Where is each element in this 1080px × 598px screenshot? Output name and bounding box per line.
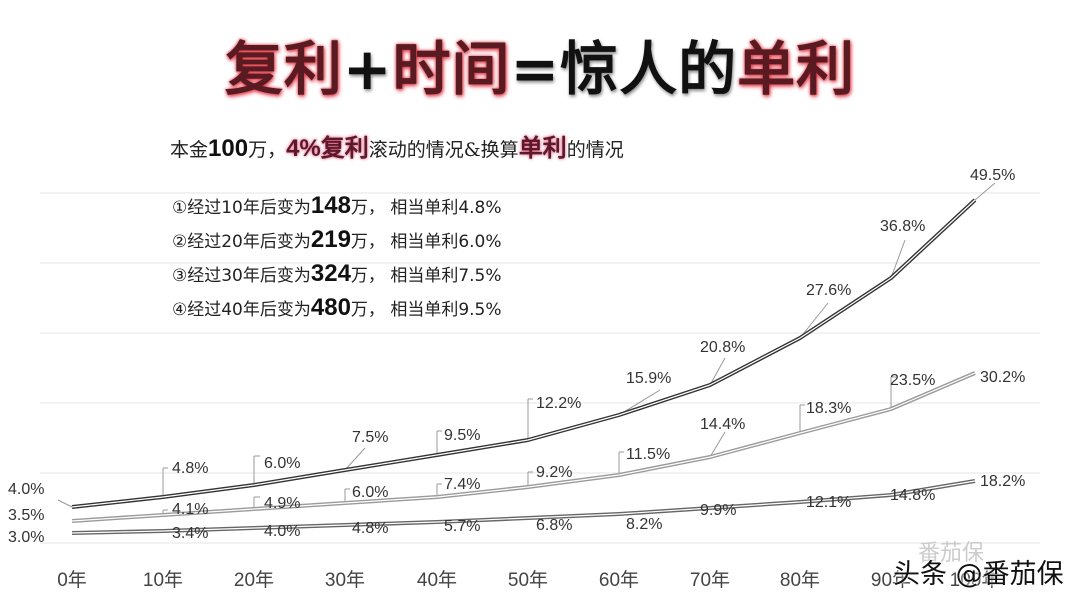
data-label: 3.0% bbox=[8, 529, 44, 546]
x-axis-ticks: 0年 10年 20年 30年 40年 50年 60年 70年 80年 90年 100年 bbox=[57, 569, 1000, 591]
data-label: 18.3% bbox=[806, 400, 851, 417]
x-tick-label: 70年 bbox=[690, 569, 730, 591]
data-label: 20.8% bbox=[700, 339, 745, 356]
x-tick-label: 60年 bbox=[599, 569, 639, 591]
label-leaders bbox=[57, 182, 996, 515]
title-simple-interest: 单利 bbox=[737, 35, 856, 103]
data-label: 7.4% bbox=[444, 476, 480, 493]
note-item: ①经过10年后变为148万， 相当单利4.8% bbox=[172, 192, 502, 226]
note-prefix: ④经过40年后变为 bbox=[172, 300, 311, 320]
data-label: 12.2% bbox=[536, 395, 581, 412]
series-line-inner bbox=[71, 199, 976, 508]
x-tick-label: 30年 bbox=[325, 569, 365, 591]
leader-line bbox=[344, 447, 366, 471]
series-line-inner bbox=[71, 480, 976, 534]
leader-line bbox=[709, 357, 726, 386]
note-amount: 148 bbox=[310, 192, 351, 219]
data-label: 15.9% bbox=[626, 370, 671, 387]
subtitle-principal: 100 bbox=[208, 135, 249, 162]
data-label: 30.2% bbox=[980, 369, 1025, 386]
leader-line bbox=[890, 239, 906, 279]
data-label: 14.8% bbox=[890, 487, 935, 504]
title-equals: = bbox=[510, 35, 561, 103]
leader-line bbox=[709, 431, 726, 458]
data-label: 7.5% bbox=[352, 429, 388, 446]
data-label: 4.0% bbox=[264, 523, 300, 540]
title-plus: + bbox=[342, 35, 393, 103]
data-label: 49.5% bbox=[970, 167, 1015, 184]
x-tick-label: 80年 bbox=[780, 569, 820, 591]
leader-line bbox=[974, 182, 996, 201]
x-tick-label: 10年 bbox=[143, 569, 183, 591]
data-label: 6.8% bbox=[536, 517, 572, 534]
notes-list: ①经过10年后变为148万， 相当单利4.8% ②经过20年后变为219万， 相… bbox=[172, 192, 502, 328]
note-suffix: 万， 相当单利6.0% bbox=[350, 232, 502, 252]
note-amount: 324 bbox=[310, 260, 351, 287]
data-label: 6.0% bbox=[352, 484, 388, 501]
series-line-inner bbox=[71, 372, 976, 522]
note-item: ②经过20年后变为219万， 相当单利6.0% bbox=[172, 226, 502, 260]
data-label: 4.8% bbox=[172, 460, 208, 477]
gridlines bbox=[40, 192, 1040, 544]
data-label: 4.8% bbox=[352, 520, 388, 537]
data-label: 27.6% bbox=[806, 282, 851, 299]
note-prefix: ③经过30年后变为 bbox=[172, 266, 311, 286]
note-prefix: ①经过10年后变为 bbox=[172, 198, 311, 218]
title-time: 时间 bbox=[392, 35, 511, 103]
subtitle-text: 的情况 bbox=[566, 139, 624, 161]
x-tick-label: 40年 bbox=[417, 569, 457, 591]
page-title: 复利+时间=惊人的单利 bbox=[0, 22, 1080, 106]
data-labels: 4.0% 4.8% 6.0% 7.5% 9.5% 12.2% 15.9% 20.8% 27.6%… bbox=[8, 167, 1025, 546]
subtitle-text: 滚动的情况&换算 bbox=[368, 139, 519, 161]
data-label: 14.4% bbox=[700, 416, 745, 433]
note-amount: 219 bbox=[310, 226, 351, 253]
data-label: 36.8% bbox=[880, 218, 925, 235]
note-item: ③经过30年后变为324万， 相当单利7.5% bbox=[172, 260, 502, 294]
x-tick-label: 0年 bbox=[57, 569, 87, 591]
note-suffix: 万， 相当单利4.8% bbox=[350, 198, 502, 218]
data-label: 3.5% bbox=[8, 507, 44, 524]
data-label: 4.1% bbox=[172, 501, 208, 518]
data-label: 5.7% bbox=[444, 518, 480, 535]
note-suffix: 万， 相当单利9.5% bbox=[350, 300, 502, 320]
data-label: 9.9% bbox=[700, 502, 736, 519]
watermark: 头条 @番茄保 bbox=[893, 559, 1064, 590]
x-tick-label: 90年 bbox=[871, 569, 911, 591]
data-label: 3.4% bbox=[172, 525, 208, 542]
note-amount: 480 bbox=[310, 294, 351, 321]
data-label: 23.5% bbox=[890, 372, 935, 389]
data-label: 11.5% bbox=[626, 446, 670, 463]
subtitle-text: 本金 bbox=[170, 139, 209, 161]
chart-subtitle: 本金100万，4%复利滚动的情况&换算单利的情况 bbox=[170, 128, 624, 163]
data-label: 18.2% bbox=[980, 473, 1025, 490]
data-label: 12.1% bbox=[806, 494, 851, 511]
note-prefix: ②经过20年后变为 bbox=[172, 232, 311, 252]
title-compound: 复利 bbox=[224, 35, 343, 103]
data-label: 9.2% bbox=[536, 464, 572, 481]
data-label: 9.5% bbox=[444, 427, 480, 444]
note-item: ④经过40年后变为480万， 相当单利9.5% bbox=[172, 294, 502, 328]
data-label: 4.9% bbox=[264, 495, 300, 512]
series-lines bbox=[71, 198, 977, 535]
leader-line bbox=[57, 499, 73, 508]
data-label: 6.0% bbox=[264, 455, 300, 472]
x-tick-label: 20年 bbox=[234, 569, 274, 591]
x-tick-label: 50年 bbox=[508, 569, 548, 591]
data-label: 4.0% bbox=[8, 481, 44, 498]
subtitle-text: 万， bbox=[248, 139, 287, 161]
title-amazing: 惊人的 bbox=[560, 35, 738, 103]
x-tick-label: 100年 bbox=[950, 569, 1001, 591]
data-label: 8.2% bbox=[626, 516, 662, 533]
note-suffix: 万， 相当单利7.5% bbox=[350, 266, 502, 286]
subtitle-highlight-simple: 单利 bbox=[518, 135, 567, 162]
watermark-ghost: 番茄保 bbox=[918, 541, 985, 566]
subtitle-highlight-compound: 4%复利 bbox=[286, 135, 369, 162]
leader-line bbox=[799, 302, 829, 339]
